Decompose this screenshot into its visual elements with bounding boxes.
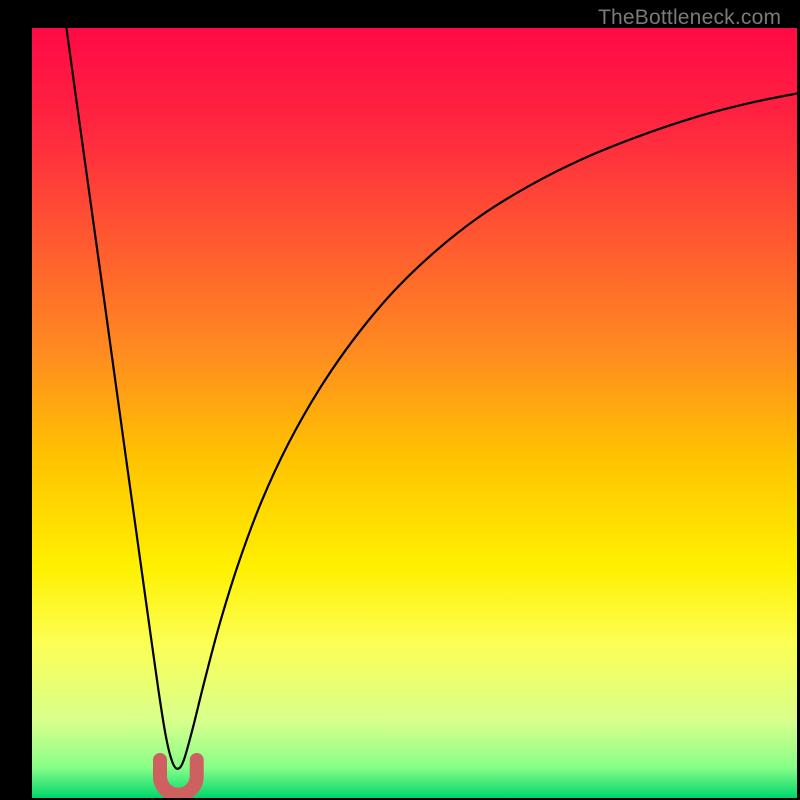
chart-container: TheBottleneck.com: [0, 0, 800, 800]
bottleneck-curve: [32, 28, 797, 798]
watermark-text: TheBottleneck.com: [598, 6, 781, 30]
minimum-marker: [146, 746, 211, 799]
plot-area: [32, 28, 797, 798]
